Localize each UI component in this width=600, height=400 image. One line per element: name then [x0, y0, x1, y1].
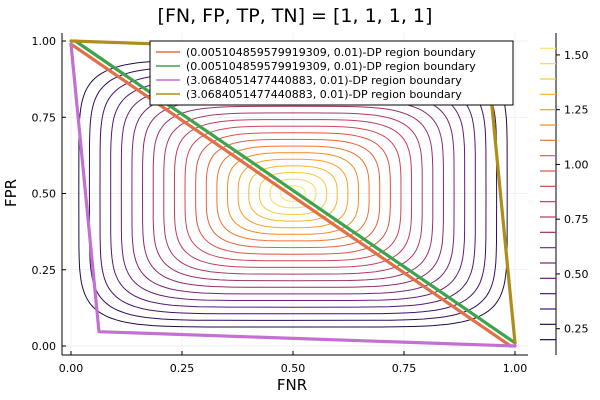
- y-tick-label-1: 0.25: [32, 264, 57, 277]
- x-tick-label-2: 0.50: [281, 362, 306, 375]
- colorbar-tick-label-5: 1.50: [564, 49, 589, 62]
- legend-box: [149, 40, 514, 106]
- contour-level-10: [184, 125, 402, 262]
- y-tick-label-3: 0.75: [32, 111, 57, 124]
- x-ticks: 0.00 0.25 0.50 0.75 1.00: [59, 351, 528, 375]
- contour-level-9: [173, 119, 413, 268]
- legend: (0.005104859579919309, 0.01)-DP region b…: [149, 40, 514, 106]
- legend-label-3: (3.0684051477440883, 0.01)-DP region bou…: [186, 88, 462, 101]
- contour-level-8: [163, 112, 423, 275]
- x-axis-label: FNR: [277, 376, 307, 394]
- contour-level-7: [152, 105, 434, 282]
- x-tick-label-4: 1.00: [503, 362, 528, 375]
- chart-title: [FN, FP, TP, TN] = [1, 1, 1, 1]: [158, 5, 433, 27]
- y-ticks: 0.00 0.25 0.50 0.75 1.00: [32, 35, 66, 353]
- contour-level-17: [258, 171, 328, 216]
- legend-label-1: (0.005104859579919309, 0.01)-DP region b…: [186, 60, 476, 73]
- x-tick-label-3: 0.75: [392, 362, 417, 375]
- y-tick-label-0: 0.00: [32, 340, 57, 353]
- contour-level-16: [248, 165, 338, 222]
- series-line-1: [73, 39, 517, 345]
- colorbar-tick-label-2: 0.75: [564, 213, 589, 226]
- colorbar: 0.25 0.50 0.75 1.00 1.25 1.50: [540, 33, 589, 355]
- contour-level-15: [237, 158, 349, 229]
- legend-label-2: (3.0684051477440883, 0.01)-DP region bou…: [186, 74, 462, 87]
- y-tick-label-4: 1.00: [32, 35, 57, 48]
- contour-level-13: [216, 145, 370, 242]
- colorbar-tick-label-0: 0.25: [564, 323, 589, 336]
- contour-level-12: [205, 138, 381, 249]
- contour-level-14: [226, 152, 360, 235]
- legend-label-0: (0.005104859579919309, 0.01)-DP region b…: [186, 46, 476, 59]
- x-tick-label-0: 0.00: [59, 362, 84, 375]
- contour-level-11: [195, 132, 391, 255]
- y-tick-label-2: 0.50: [32, 188, 57, 201]
- colorbar-tick-label-1: 0.50: [564, 268, 589, 281]
- series-line-0: [69, 42, 513, 348]
- colorbar-tick-label-4: 1.25: [564, 104, 589, 117]
- series-line-2: [69, 42, 517, 348]
- x-tick-label-1: 0.25: [170, 362, 195, 375]
- colorbar-tick-label-3: 1.00: [564, 158, 589, 171]
- y-axis-label: FPR: [2, 179, 20, 207]
